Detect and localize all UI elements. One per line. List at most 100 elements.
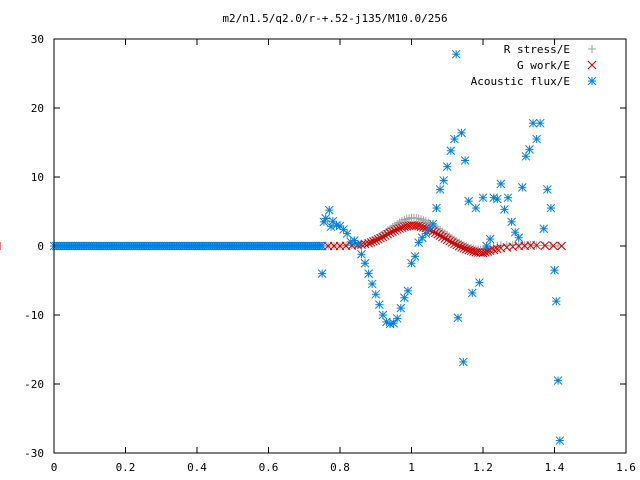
data-point bbox=[317, 269, 327, 278]
data-point bbox=[342, 229, 352, 238]
data-point bbox=[385, 228, 395, 238]
x-tick-label: 1.4 bbox=[545, 461, 565, 474]
data-point bbox=[460, 156, 470, 165]
data-point bbox=[380, 231, 390, 241]
data-point bbox=[532, 240, 541, 250]
data-point bbox=[492, 194, 502, 204]
data-point bbox=[410, 251, 420, 261]
plot-area bbox=[0, 49, 567, 445]
data-point bbox=[483, 247, 493, 256]
y-tick-label: -20 bbox=[24, 378, 44, 391]
data-point bbox=[464, 245, 474, 255]
data-point bbox=[364, 238, 373, 248]
data-point bbox=[554, 242, 563, 250]
data-point bbox=[317, 241, 327, 251]
legend-label: G work/E bbox=[517, 59, 570, 72]
data-point bbox=[517, 182, 527, 192]
data-point bbox=[457, 128, 466, 138]
x-tick-label: 1 bbox=[408, 461, 415, 474]
data-point bbox=[397, 223, 407, 232]
data-point bbox=[471, 203, 481, 213]
data-point bbox=[540, 241, 550, 250]
data-point bbox=[430, 228, 440, 238]
data-point bbox=[378, 232, 388, 242]
data-point bbox=[428, 219, 438, 229]
data-point bbox=[371, 289, 381, 299]
data-point bbox=[489, 245, 499, 255]
data-point bbox=[478, 248, 488, 258]
data-point bbox=[442, 162, 452, 172]
data-point bbox=[378, 310, 388, 320]
data-point bbox=[467, 288, 477, 298]
data-point bbox=[414, 238, 424, 247]
legend-marker bbox=[588, 45, 596, 53]
data-point bbox=[396, 303, 406, 313]
y-tick-label: 10 bbox=[31, 171, 44, 184]
data-point bbox=[550, 265, 559, 275]
data-point bbox=[374, 300, 384, 310]
data-point bbox=[485, 246, 495, 256]
y-tick-label: 30 bbox=[31, 33, 44, 46]
data-point bbox=[548, 241, 558, 251]
data-point bbox=[403, 286, 413, 296]
data-point bbox=[555, 436, 565, 445]
legend-label: Acoustic flux/E bbox=[471, 75, 570, 88]
data-point bbox=[433, 229, 443, 239]
data-point bbox=[510, 227, 520, 237]
series-3 bbox=[49, 49, 565, 445]
data-point bbox=[453, 313, 463, 323]
data-point bbox=[445, 236, 454, 246]
data-point bbox=[485, 234, 495, 244]
data-point bbox=[525, 145, 534, 154]
data-point bbox=[369, 237, 378, 246]
data-point bbox=[366, 237, 376, 247]
plot-frame bbox=[53, 38, 627, 454]
x-tick-label: 1.6 bbox=[616, 461, 636, 474]
data-point bbox=[439, 176, 449, 185]
data-point bbox=[553, 376, 563, 385]
x-tick-label: 0.4 bbox=[187, 461, 207, 474]
y-tick-label: 20 bbox=[31, 102, 44, 115]
data-point bbox=[492, 244, 502, 254]
data-point bbox=[459, 243, 469, 253]
data-point bbox=[367, 279, 377, 289]
data-point bbox=[371, 236, 381, 245]
data-point bbox=[432, 203, 441, 213]
data-point bbox=[454, 241, 464, 251]
data-point bbox=[389, 318, 398, 328]
data-point bbox=[450, 239, 459, 249]
y-tick-label: -30 bbox=[24, 447, 44, 460]
data-point bbox=[514, 233, 524, 243]
chart-title: m2/n1.5/q2.0/r-+.52-j135/M10.0/256 bbox=[222, 12, 447, 25]
data-point bbox=[532, 134, 541, 144]
data-point bbox=[496, 179, 506, 189]
data-point bbox=[438, 232, 447, 242]
data-point bbox=[503, 193, 513, 203]
data-point bbox=[528, 118, 538, 128]
data-point bbox=[464, 196, 474, 206]
data-point bbox=[321, 214, 331, 223]
data-point bbox=[451, 49, 461, 59]
data-point bbox=[482, 241, 491, 251]
data-point bbox=[442, 235, 452, 245]
x-tick-label: 0 bbox=[51, 461, 58, 474]
data-point bbox=[353, 239, 363, 249]
data-point bbox=[557, 241, 567, 251]
data-point bbox=[546, 203, 556, 213]
data-point bbox=[535, 118, 545, 128]
data-point bbox=[435, 185, 445, 194]
data-point bbox=[446, 146, 456, 156]
data-point bbox=[324, 205, 334, 215]
axis-ticks: 0 0.2 0.4 0.6 0.8 1 1.2 1.4 1.6 30 20 10 0 -10 -20 -30 bbox=[24, 33, 636, 474]
legend: R stress/E G work/E Acoustic flux/E bbox=[471, 43, 597, 88]
data-point bbox=[457, 243, 466, 252]
data-point bbox=[357, 240, 366, 249]
data-point bbox=[478, 193, 488, 203]
data-point bbox=[500, 205, 509, 214]
data-point bbox=[461, 244, 471, 254]
data-point bbox=[507, 217, 516, 227]
data-point bbox=[414, 221, 424, 231]
x-tick-label: 0.2 bbox=[116, 461, 136, 474]
legend-marker bbox=[587, 60, 597, 70]
